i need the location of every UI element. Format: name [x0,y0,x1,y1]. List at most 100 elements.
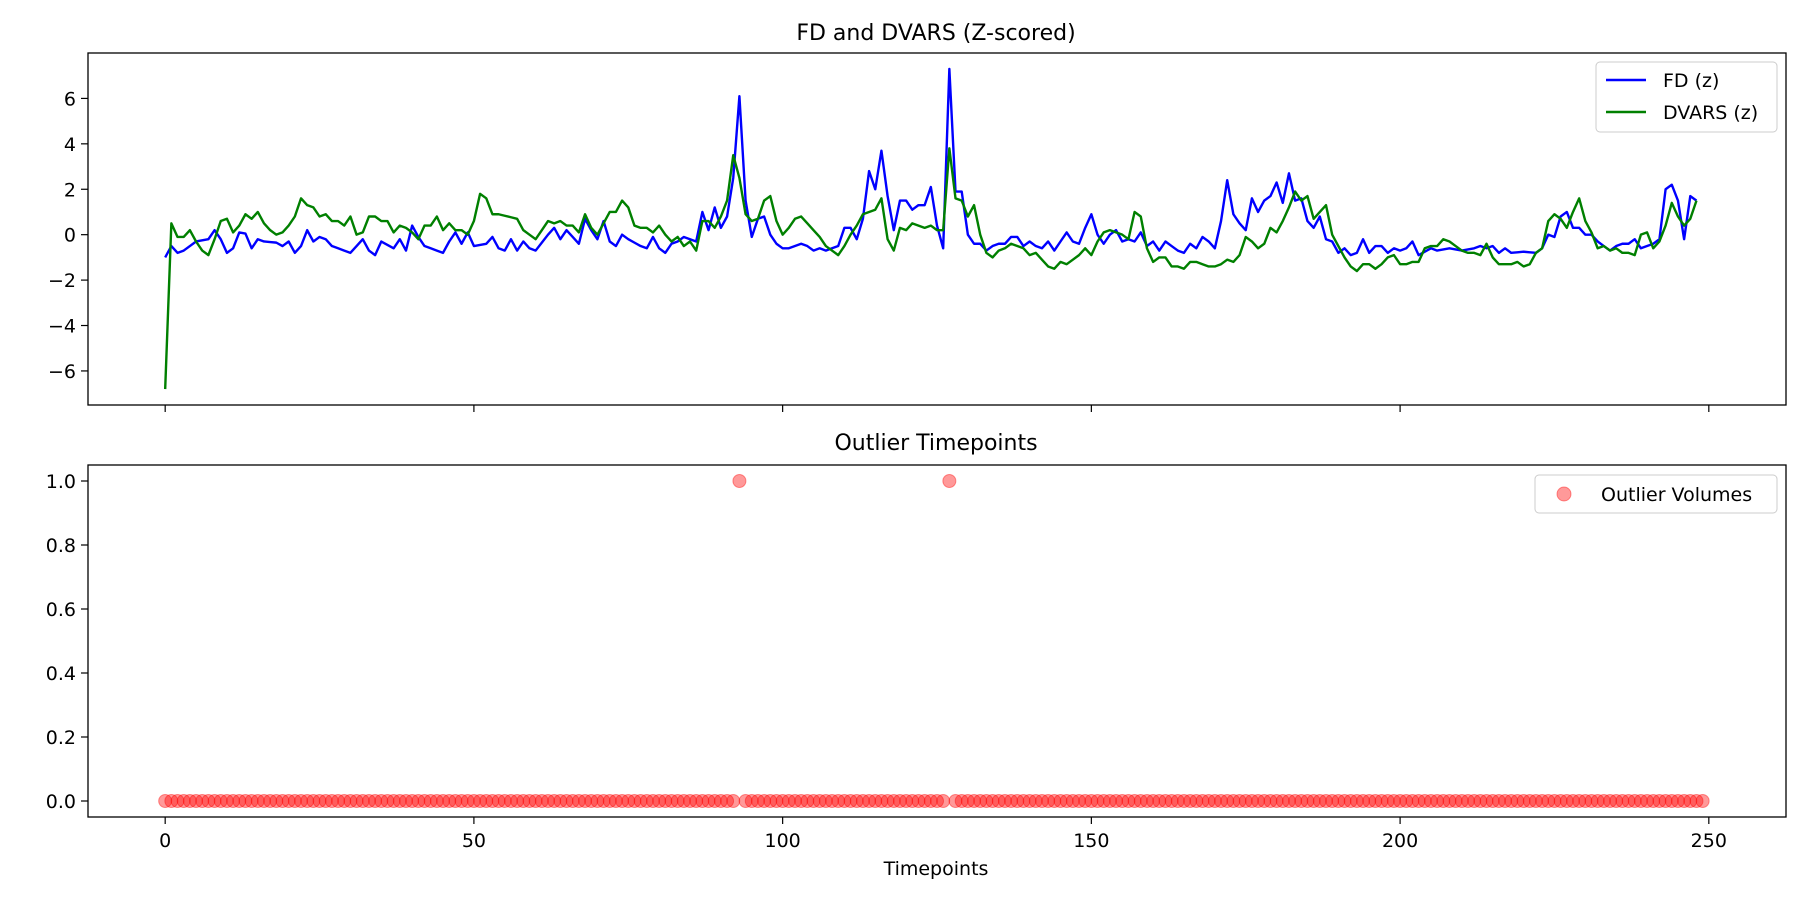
inlier-point [818,794,833,808]
inlier-point [380,794,395,808]
inlier-point [1028,794,1043,808]
inlier-point [1195,794,1210,808]
inlier-point [1522,794,1537,808]
legend-outlier-label: Outlier Volumes [1601,484,1752,506]
inlier-point [1374,794,1389,808]
legend-fd-label: FD (z) [1663,70,1719,92]
1-y-tick-label: 0.6 [46,599,76,621]
inlier-point [1467,794,1482,808]
1-x-tick-label: 100 [765,830,801,852]
inlier-point [1368,794,1383,808]
inlier-point [436,794,451,808]
inlier-point [269,794,284,808]
inlier-point [553,794,568,808]
inlier-point [1356,794,1371,808]
outlier-panel: Outlier Timepoints 1.0 0.8 0.6 0.4 0.2 0.0 0 50… [46,431,1787,880]
inlier-point [578,794,593,808]
inlier-point [392,794,407,808]
inlier-point [1158,794,1173,808]
inlier-point [602,794,617,808]
inlier-point [281,794,296,808]
inlier-point [960,794,975,808]
1-y-tick-label: 0.8 [46,535,76,557]
inlier-point [1251,794,1266,808]
inlier-point [794,794,809,808]
inlier-point [905,794,920,808]
0-y-tick-label: 0 [64,225,76,247]
inlier-point [1343,794,1358,808]
inlier-point [1176,794,1191,808]
inlier-point [207,794,222,808]
inlier-point [343,794,358,808]
inlier-point [1004,794,1019,808]
inlier-point [757,794,772,808]
inlier-point [1078,794,1093,808]
inlier-point [911,794,926,808]
inlier-point [1121,794,1136,808]
inlier-point [1393,794,1408,808]
inlier-point [1065,794,1080,808]
inlier-point [503,794,518,808]
legend-dvars-label: DVARS (z) [1663,102,1758,124]
inlier-point [1670,794,1685,808]
fd-dvars-legend: FD (z) DVARS (z) [1595,61,1778,133]
inlier-point [1090,794,1105,808]
inlier-point [1491,794,1506,808]
legend-outlier-marker-icon [1556,486,1572,502]
inlier-point [1337,794,1352,808]
inlier-point [1109,794,1124,808]
fd-series-line [164,67,1698,258]
inlier-point [1572,794,1587,808]
inlier-point [256,794,271,808]
inlier-point [324,794,339,808]
inlier-point [1232,794,1247,808]
inlier-point [750,794,765,808]
inlier-point [201,794,216,808]
inlier-point [664,794,679,808]
inlier-point [1034,794,1049,808]
inlier-point [775,794,790,808]
inlier-point [361,794,376,808]
inlier-point [1541,794,1556,808]
inlier-point [349,794,364,808]
inlier-point [1269,794,1284,808]
inlier-point [1615,794,1630,808]
outlier-title: Outlier Timepoints [834,431,1037,456]
inlier-point [1238,794,1253,808]
outlier-point [942,474,957,488]
inlier-point [1640,794,1655,808]
inlier-point [1380,794,1395,808]
inlier-point [497,794,512,808]
inlier-point [1547,794,1562,808]
inlier-point [837,794,852,808]
inlier-point [1059,794,1074,808]
inlier-point [547,794,562,808]
inlier-point [170,794,185,808]
inlier-point [1430,794,1445,808]
fd-dvars-panel: FD and DVARS (Z-scored) 6 4 2 0 −2 −4 −6 FD (z… [48,21,1787,412]
0-y-tick-label: 4 [64,134,76,156]
inlier-point [1621,794,1636,808]
inlier-point [1220,794,1235,808]
inlier-point [1664,794,1679,808]
inlier-point [720,794,735,808]
inlier-point [182,794,197,808]
inlier-point [491,794,506,808]
inlier-point [855,794,870,808]
inlier-point [405,794,420,808]
inlier-point [1528,794,1543,808]
inlier-point [479,794,494,808]
inlier-point [1658,794,1673,808]
inlier-point [738,794,753,808]
inlier-point [306,794,321,808]
inlier-point [849,794,864,808]
inlier-point [1183,794,1198,808]
inlier-point [862,794,877,808]
inlier-point [967,794,982,808]
inlier-point [1578,794,1593,808]
1-x-tick-label: 150 [1073,830,1109,852]
fd-dvars-plot-area: 6 4 2 0 −2 −4 −6 [48,67,1710,412]
inlier-point [695,794,710,808]
outlier-point [732,474,747,488]
